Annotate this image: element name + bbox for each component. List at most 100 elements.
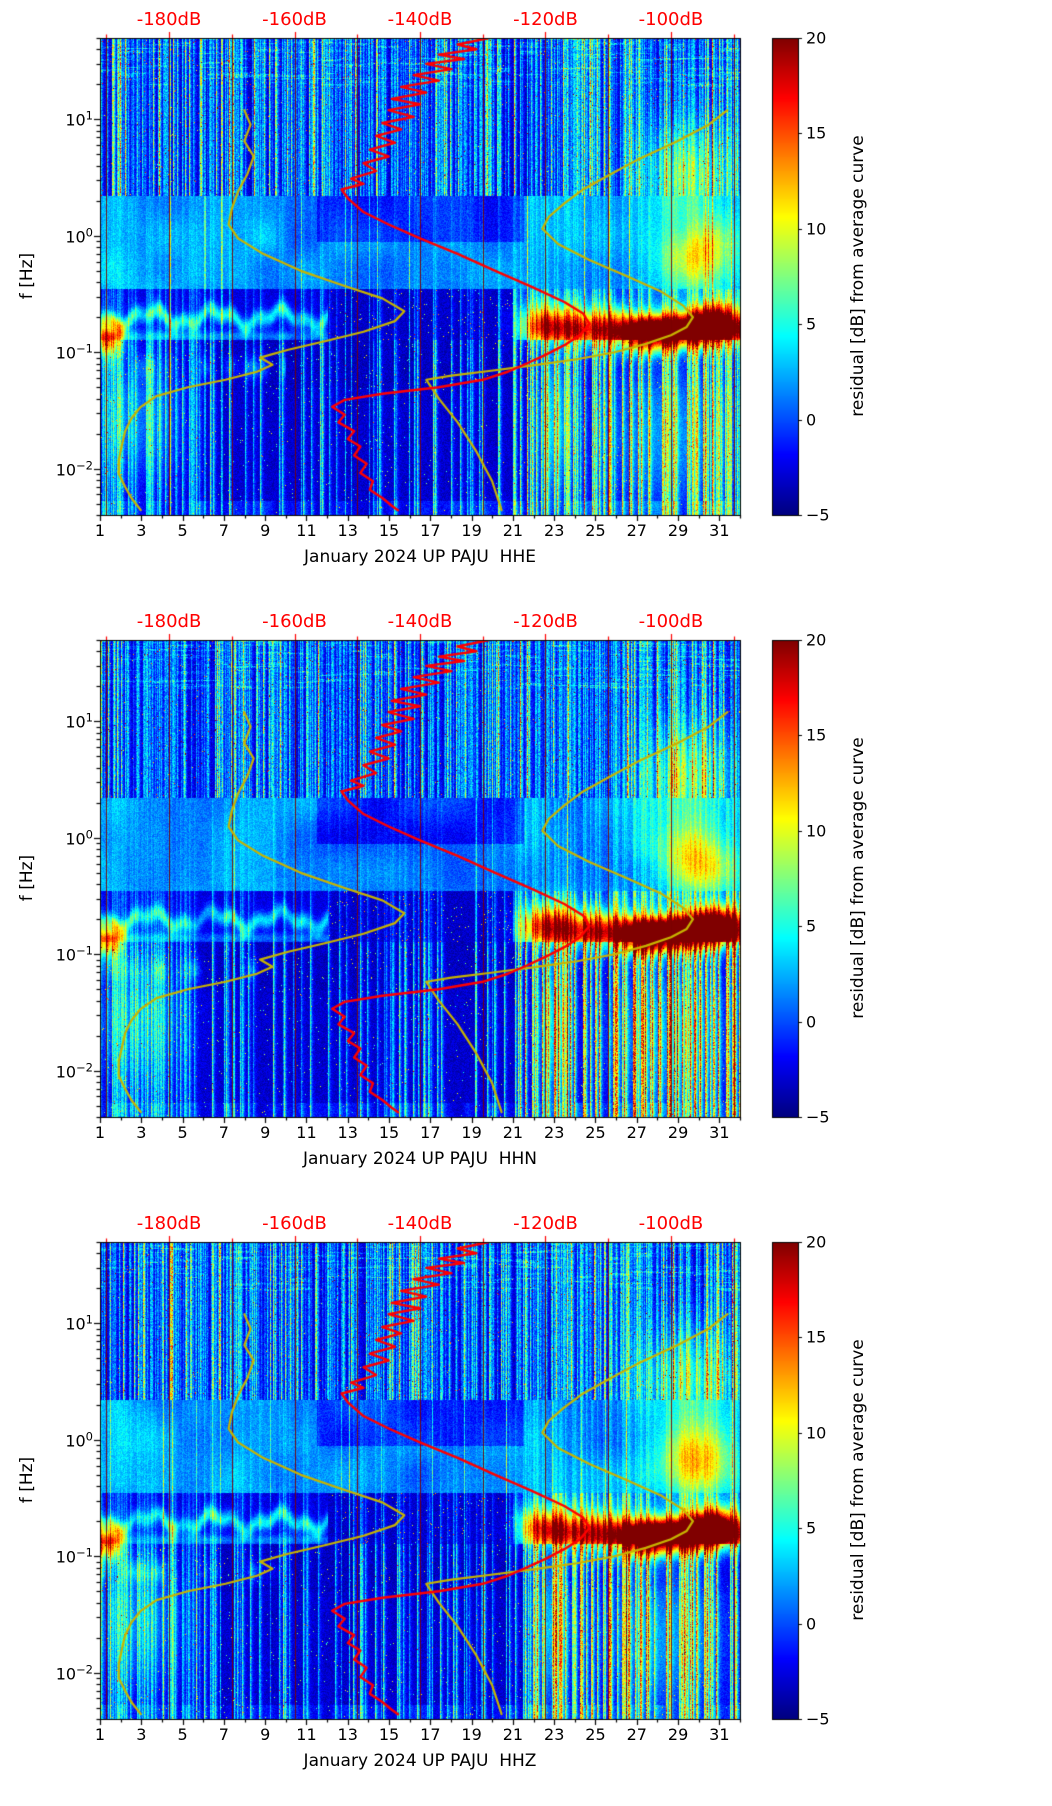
- y-tick-base: 10: [65, 227, 86, 247]
- y-tick-exponent: −2: [76, 1661, 93, 1676]
- y-axis-ticklabel: 100: [65, 827, 93, 848]
- colorbar-ticklabel: 5: [806, 314, 817, 334]
- y-tick-base: 10: [65, 1315, 86, 1335]
- x-axis-ticklabel: 21: [502, 521, 524, 540]
- y-axis-ticklabel: 10−2: [56, 458, 93, 479]
- colorbar-ticklabel: −5: [806, 505, 830, 525]
- colorbar-ticklabel: −5: [806, 1709, 830, 1729]
- colorbar-ticklabel: 15: [806, 725, 827, 745]
- y-tick-base: 10: [55, 1547, 77, 1567]
- x-axis-ticklabel: 13: [337, 1123, 358, 1142]
- x-axis-ticklabel: 3: [136, 1123, 147, 1142]
- x-axis-ticklabel: 19: [461, 1123, 482, 1142]
- colorbar-ticklabel: 20: [806, 28, 827, 48]
- top-axis-ticklabel: -140dB: [387, 611, 453, 632]
- x-axis-ticklabel: 15: [378, 1123, 400, 1142]
- y-tick-base: 10: [55, 1062, 77, 1082]
- y-axis-title: f [Hz]: [17, 252, 37, 300]
- spectrogram-panel: f [Hz] January 2024 UP PAJU HHZ residual…: [0, 1204, 1052, 1806]
- colorbar-title: residual [dB] from average curve: [848, 135, 868, 417]
- x-axis-ticklabel: 9: [260, 1123, 271, 1142]
- colorbar-ticklabel: 20: [806, 1232, 827, 1252]
- colorbar-ticklabel: 20: [806, 630, 827, 650]
- x-axis-ticklabel: 21: [502, 1123, 524, 1142]
- y-tick-base: 10: [55, 343, 77, 363]
- x-axis-ticklabel: 11: [296, 521, 317, 540]
- colorbar-ticklabel: 0: [806, 1614, 817, 1634]
- x-axis-ticklabel: 23: [544, 1123, 565, 1142]
- y-axis-title: f [Hz]: [17, 1456, 37, 1504]
- x-axis-ticklabel: 31: [709, 1725, 730, 1744]
- x-axis-ticklabel: 25: [585, 1123, 606, 1142]
- top-axis-ticklabel: -100dB: [638, 9, 704, 30]
- x-axis-ticklabel: 1: [94, 521, 106, 540]
- top-axis-ticklabel: -160dB: [262, 9, 327, 30]
- y-tick-exponent: −1: [76, 1545, 93, 1560]
- y-tick-exponent: −1: [76, 341, 93, 356]
- y-tick-base: 10: [65, 111, 86, 131]
- y-axis-ticklabel: 100: [65, 1429, 93, 1450]
- x-axis-title: January 2024 UP PAJU HHN: [303, 1149, 537, 1169]
- x-axis-ticklabel: 11: [296, 1725, 317, 1744]
- top-axis-ticklabel: -140dB: [387, 9, 453, 30]
- colorbar-title: residual [dB] from average curve: [848, 1339, 868, 1621]
- x-axis-ticklabel: 5: [177, 521, 188, 540]
- colorbar-ticklabel: 10: [806, 219, 827, 239]
- x-axis-ticklabel: 1: [94, 1725, 106, 1744]
- y-axis-ticklabel: 100: [65, 225, 93, 246]
- spectrogram-plot-canvas: [0, 602, 1052, 1204]
- x-axis-ticklabel: 1: [94, 1123, 106, 1142]
- x-axis-ticklabel: 5: [177, 1123, 188, 1142]
- x-axis-ticklabel: 15: [378, 521, 400, 540]
- x-axis-ticklabel: 3: [136, 521, 147, 540]
- x-axis-ticklabel: 15: [378, 1725, 400, 1744]
- x-axis-ticklabel: 13: [337, 521, 358, 540]
- colorbar-ticklabel: 10: [806, 821, 827, 841]
- colorbar-ticklabel: 5: [806, 1518, 817, 1538]
- y-axis-title: f [Hz]: [17, 854, 37, 902]
- x-axis-title: January 2024 UP PAJU HHE: [304, 547, 536, 567]
- y-tick-base: 10: [55, 460, 77, 480]
- y-tick-exponent: 1: [85, 108, 93, 123]
- x-axis-ticklabel: 13: [337, 1725, 358, 1744]
- top-axis-ticklabel: -160dB: [262, 1213, 327, 1234]
- y-tick-base: 10: [65, 829, 86, 849]
- x-axis-ticklabel: 7: [218, 1123, 229, 1142]
- x-axis-ticklabel: 23: [544, 521, 565, 540]
- x-axis-ticklabel: 19: [461, 521, 482, 540]
- spectrogram-plot-canvas: [0, 1204, 1052, 1806]
- top-axis-ticklabel: -120dB: [513, 611, 578, 632]
- x-axis-ticklabel: 31: [709, 1123, 730, 1142]
- top-axis-ticklabel: -180dB: [136, 1213, 202, 1234]
- x-axis-ticklabel: 17: [420, 1725, 441, 1744]
- y-tick-base: 10: [65, 1431, 86, 1451]
- x-axis-ticklabel: 21: [502, 1725, 524, 1744]
- top-axis-ticklabel: -180dB: [136, 611, 202, 632]
- y-tick-base: 10: [55, 945, 77, 965]
- y-tick-exponent: 1: [85, 710, 93, 725]
- x-axis-ticklabel: 29: [667, 521, 689, 540]
- x-axis-ticklabel: 17: [420, 1123, 441, 1142]
- y-axis-ticklabel: 10−1: [56, 944, 93, 965]
- top-axis-ticklabel: -180dB: [136, 9, 202, 30]
- x-axis-ticklabel: 7: [218, 521, 229, 540]
- x-axis-ticklabel: 31: [709, 521, 730, 540]
- top-axis-ticklabel: -140dB: [387, 1213, 453, 1234]
- y-axis-ticklabel: 10−1: [56, 1546, 93, 1567]
- x-axis-ticklabel: 27: [626, 521, 647, 540]
- spectrogram-panel: f [Hz] January 2024 UP PAJU HHN residual…: [0, 602, 1052, 1204]
- y-tick-exponent: 0: [85, 1429, 93, 1444]
- x-axis-ticklabel: 17: [420, 521, 441, 540]
- x-axis-ticklabel: 7: [218, 1725, 229, 1744]
- x-axis-ticklabel: 25: [585, 521, 606, 540]
- top-axis-ticklabel: -100dB: [638, 611, 704, 632]
- top-axis-ticklabel: -160dB: [262, 611, 327, 632]
- y-axis-ticklabel: 10−2: [56, 1060, 93, 1081]
- colorbar-ticklabel: 15: [806, 123, 827, 143]
- y-axis-ticklabel: 101: [65, 1313, 93, 1334]
- x-axis-ticklabel: 25: [585, 1725, 606, 1744]
- y-tick-base: 10: [65, 713, 86, 733]
- x-axis-ticklabel: 29: [667, 1725, 689, 1744]
- spectrogram-plot-canvas: [0, 0, 1052, 602]
- spectrogram-panel: f [Hz] January 2024 UP PAJU HHE residual…: [0, 0, 1052, 602]
